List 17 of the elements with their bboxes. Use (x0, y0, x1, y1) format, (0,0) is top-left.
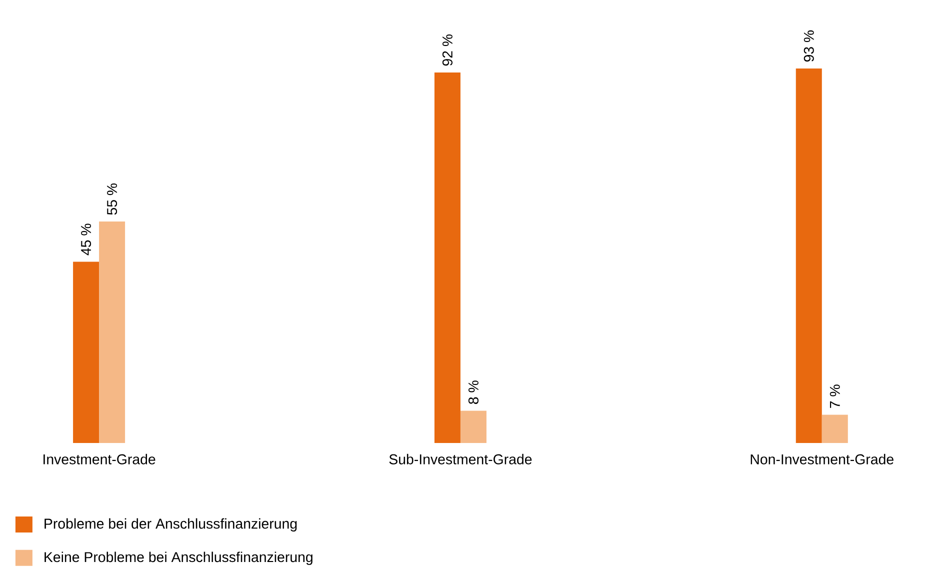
data-label: 45 % (81, 224, 92, 256)
bar (822, 414, 848, 443)
legend-label: Keine Probleme bei Anschlussfinanzierung (44, 552, 312, 565)
x-tick-label: Sub-Investment-Grade (389, 454, 532, 464)
data-label: 7 % (830, 384, 840, 408)
bar (73, 262, 100, 443)
x-tick-label: Investment-Grade (44, 454, 156, 464)
data-label: 93 % (804, 30, 814, 62)
x-tick-label: Non-Investment-Grade (750, 454, 894, 464)
data-label: 8 % (468, 380, 478, 404)
bar (460, 410, 486, 443)
legend-label: Probleme bei der Anschlussfinanzierung (44, 518, 297, 532)
data-label: 55 % (107, 183, 118, 215)
bar (796, 68, 822, 443)
data-label: 92 % (442, 34, 452, 66)
bar (99, 221, 126, 443)
bar (434, 72, 460, 443)
